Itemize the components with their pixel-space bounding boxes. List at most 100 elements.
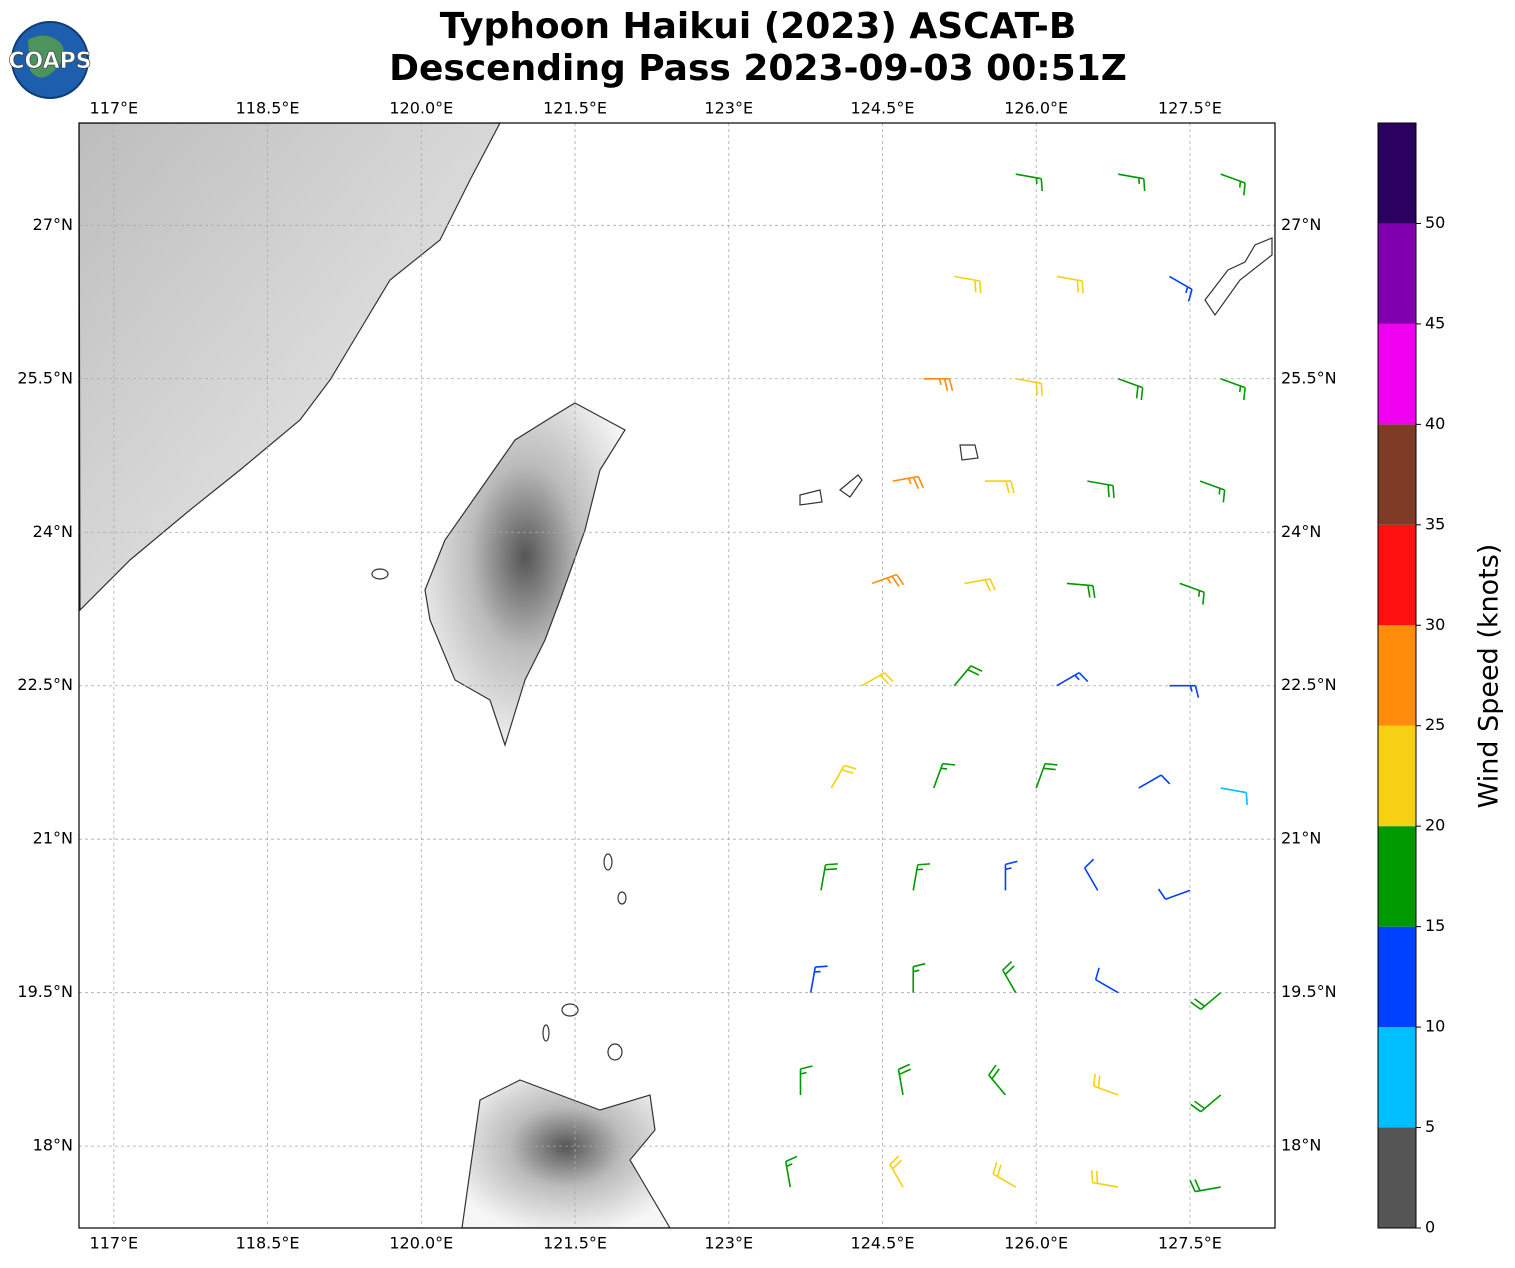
colorbar-bin: [1378, 524, 1416, 626]
wind-barb: [923, 377, 954, 391]
wind-barb: [1015, 377, 1043, 396]
colorbar-tick-label: 30: [1425, 615, 1445, 634]
x-tick-label: 121.5°E: [543, 99, 607, 118]
wind-barb: [1220, 173, 1246, 196]
wind-barb: [799, 1065, 813, 1095]
wind-barb: [912, 962, 926, 993]
y-tick-label: 18°N: [33, 1136, 73, 1155]
colorbar-label: Wind Speed (knots): [1474, 544, 1505, 809]
wind-barb: [897, 1063, 911, 1096]
wind-barb: [1179, 582, 1205, 605]
wind-barb: [988, 1064, 1007, 1096]
colorbar-tick-label: 25: [1425, 715, 1445, 734]
colorbar-tick-label: 10: [1425, 1017, 1445, 1036]
x-tick-label: 127.5°E: [1158, 1234, 1222, 1253]
wind-barb: [912, 863, 931, 891]
y-tick-label: 19.5°N: [1281, 982, 1337, 1001]
colorbar-bin: [1378, 1027, 1416, 1128]
colorbar-tick-label: 40: [1425, 414, 1445, 433]
wind-barb: [953, 665, 983, 687]
x-tick-label: 117°E: [90, 1234, 139, 1253]
chart-title: Typhoon Haikui (2023) ASCAT-B: [440, 6, 1077, 47]
x-tick-label: 118.5°E: [236, 1234, 300, 1253]
wind-barb: [1169, 275, 1193, 302]
wind-barb: [1189, 1179, 1221, 1193]
wind-barb: [1056, 672, 1089, 687]
wind-barb: [1004, 860, 1018, 891]
wind-barb: [1118, 173, 1146, 192]
wind-barb: [1190, 992, 1222, 1011]
y-tick-label: 18°N: [1281, 1136, 1321, 1155]
colorbar-bin: [1378, 223, 1416, 324]
wind-barb: [1092, 1073, 1119, 1096]
land: [79, 123, 1273, 1228]
colorbar-tick-label: 15: [1425, 916, 1445, 935]
y-tick-label: 27°N: [33, 215, 73, 234]
wind-barb: [1199, 480, 1226, 503]
y-tick-label: 22.5°N: [1281, 675, 1337, 694]
colorbar-tick-label: 20: [1425, 816, 1445, 835]
wind-barb: [861, 672, 894, 687]
wind-barb: [809, 965, 828, 993]
x-tick-label: 127.5°E: [1158, 99, 1222, 118]
y-tick-label: 21°N: [1281, 829, 1321, 848]
wind-barb: [1094, 967, 1119, 994]
colorbar-tick-label: 0: [1425, 1218, 1435, 1237]
wind-barb: [784, 1155, 798, 1188]
wind-barb: [1169, 684, 1200, 698]
wind-barb: [1084, 858, 1099, 891]
colorbar-tick-label: 5: [1425, 1117, 1435, 1136]
y-tick-label: 25.5°N: [17, 368, 73, 387]
x-tick-label: 117°E: [90, 99, 139, 118]
colorbar-tick-label: 50: [1425, 213, 1445, 232]
wind-barb: [992, 1161, 1017, 1188]
wind-barb: [964, 578, 996, 592]
wind-barb: [1087, 480, 1115, 499]
plot-frame: [78, 122, 1276, 1229]
wind-barb: [1117, 378, 1144, 401]
x-tick-label: 124.5°E: [851, 99, 915, 118]
wind-barb: [830, 764, 857, 789]
wind-barb: [932, 762, 956, 789]
x-tick-label: 123°E: [704, 99, 753, 118]
wind-barb: [889, 1155, 904, 1188]
x-tick-label: 120.0°E: [389, 1234, 453, 1253]
wind-barb: [1220, 787, 1248, 805]
wind-barb: [954, 275, 982, 294]
wind-barb: [1035, 762, 1058, 789]
wind-barbs: [784, 173, 1248, 1193]
wind-barb: [1066, 582, 1096, 599]
colorbar-bin: [1378, 424, 1416, 525]
grid: [79, 123, 1275, 1228]
colorbar-tick-label: 35: [1425, 514, 1445, 533]
wind-barb: [984, 480, 1015, 494]
x-tick-label: 126.0°E: [1004, 99, 1068, 118]
x-tick-label: 120.0°E: [389, 99, 453, 118]
wind-barb: [892, 475, 925, 490]
logo: COAPS: [8, 21, 92, 99]
wind-barb: [871, 573, 905, 587]
wind-barb: [1220, 378, 1246, 401]
colorbar-bin: [1378, 625, 1416, 726]
y-tick-label: 24°N: [33, 522, 73, 541]
wind-barb: [1157, 888, 1191, 901]
colorbar-bin: [1378, 826, 1416, 927]
x-tick-label: 118.5°E: [236, 99, 300, 118]
colorbar-bin: [1378, 323, 1416, 425]
wind-barb: [1090, 1170, 1119, 1188]
y-tick-label: 25.5°N: [1281, 368, 1337, 387]
y-tick-label: 24°N: [1281, 522, 1321, 541]
chart-subtitle: Descending Pass 2023-09-03 00:51Z: [389, 48, 1127, 89]
y-tick-label: 27°N: [1281, 215, 1321, 234]
x-tick-label: 126.0°E: [1004, 1234, 1068, 1253]
wind-barb: [820, 863, 838, 891]
wind-barb: [1138, 774, 1171, 789]
x-tick-label: 123°E: [704, 1234, 753, 1253]
colorbar-bin: [1378, 123, 1416, 224]
colorbar-tick-label: 45: [1425, 313, 1445, 332]
wind-barb: [1015, 173, 1043, 192]
colorbar-bin: [1378, 926, 1416, 1028]
wind-barb: [1190, 1094, 1222, 1113]
colorbar-bin: [1378, 1127, 1416, 1228]
